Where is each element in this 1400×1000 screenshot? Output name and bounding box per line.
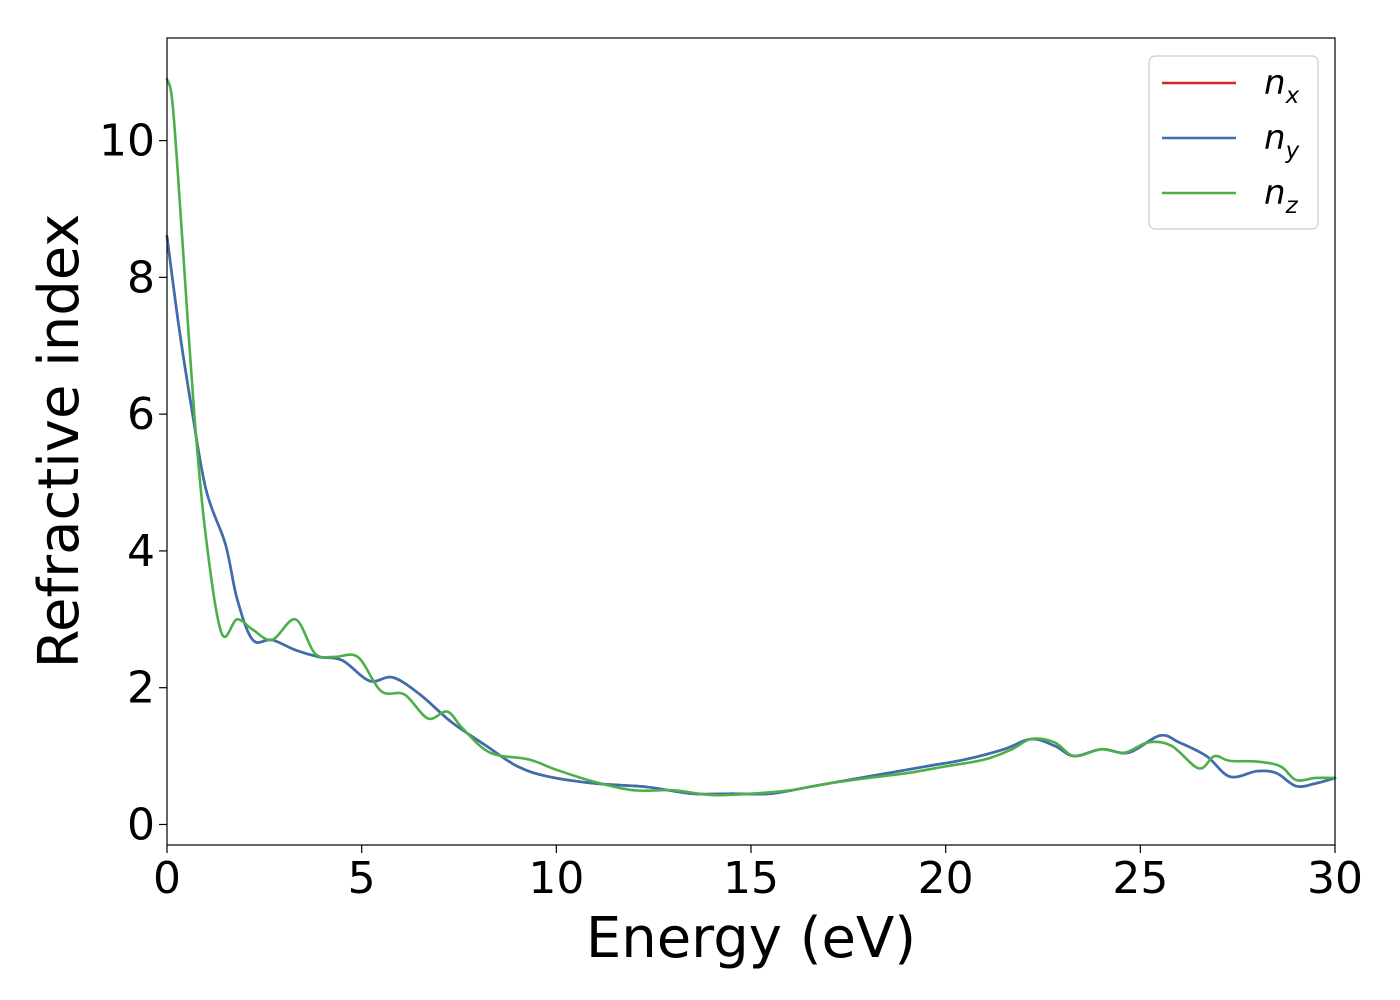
x-tick-label: 10	[528, 853, 584, 904]
y-tick-label: 8	[127, 252, 155, 303]
x-tick-label: 30	[1307, 853, 1363, 904]
y-axis-ticks: 0 2 4 6 8 10	[99, 116, 167, 850]
x-tick-label: 5	[348, 853, 376, 904]
legend-label-n-z: nz	[1264, 173, 1299, 219]
x-axis-label: Energy (eV)	[586, 906, 916, 971]
y-tick-label: 6	[127, 389, 155, 440]
y-tick-label: 10	[99, 116, 155, 167]
legend: nx ny nz	[1148, 55, 1319, 230]
series-lines	[165, 77, 1337, 797]
x-tick-label: 15	[723, 853, 779, 904]
legend-label-n-y: ny	[1264, 118, 1300, 164]
x-tick-label: 25	[1112, 853, 1168, 904]
y-tick-label: 2	[127, 663, 155, 714]
y-tick-label: 4	[127, 526, 155, 577]
series-line-n-z	[165, 77, 1337, 797]
plot-area	[167, 38, 1335, 845]
y-tick-label: 0	[127, 799, 155, 850]
legend-label-n-x: nx	[1264, 63, 1300, 109]
legend-box	[1148, 55, 1319, 230]
x-tick-label: 20	[918, 853, 974, 904]
y-axis-label: Refractive index	[27, 214, 92, 669]
x-tick-label: 0	[153, 853, 181, 904]
x-axis-ticks: 0 5 10 15 20 25 30	[153, 845, 1363, 904]
